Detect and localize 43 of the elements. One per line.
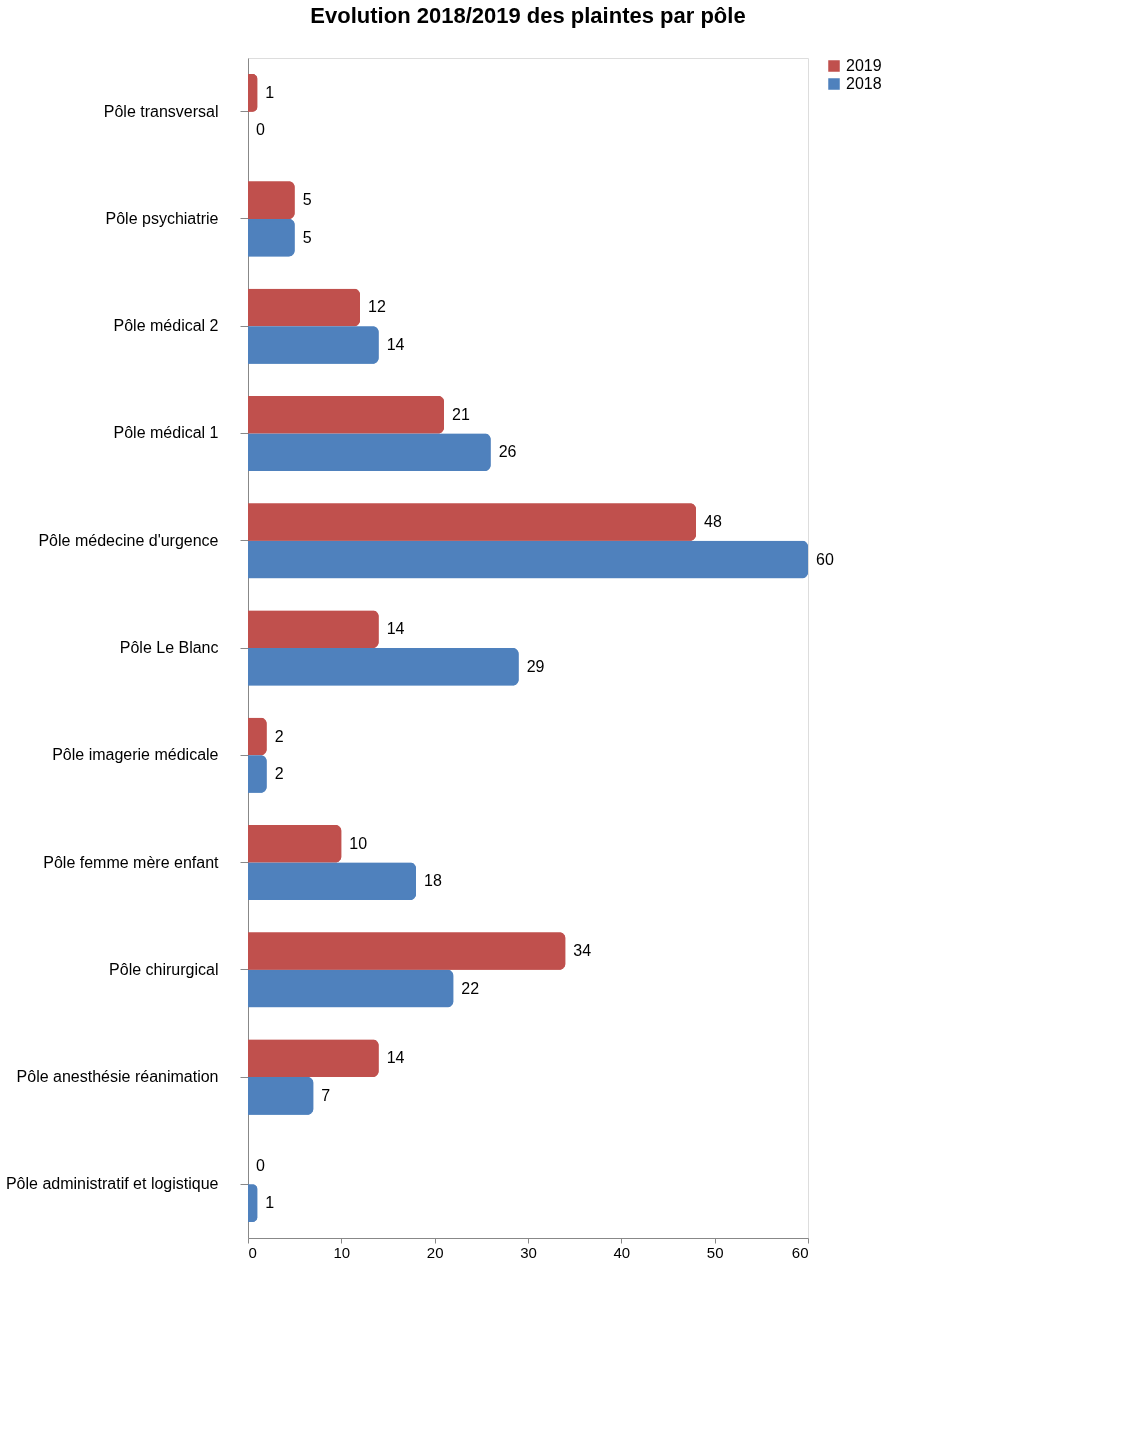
y-tick-label: Pôle anesthésie réanimation — [16, 1068, 219, 1086]
x-tick-label: 40 — [613, 1243, 631, 1261]
legend-label: 2018 — [846, 75, 882, 92]
y-tick-label: Pôle Le Blanc — [119, 639, 219, 656]
data-label: 60 — [816, 550, 834, 568]
data-label: 2 — [274, 765, 284, 783]
y-tick-label: Pôle transversal — [103, 102, 219, 120]
data-label: 48 — [704, 512, 722, 530]
x-tick-label: 50 — [706, 1243, 724, 1261]
data-label: 14 — [386, 620, 405, 638]
y-tick-label: Pôle médical 2 — [113, 317, 219, 335]
data-label: 29 — [526, 657, 545, 675]
data-label: 22 — [461, 979, 480, 997]
data-label: 5 — [302, 191, 312, 209]
y-tick-label: Pôle psychiatrie — [105, 209, 219, 227]
x-tick-label: 10 — [333, 1243, 351, 1261]
data-label: 0 — [256, 121, 265, 139]
data-label: 26 — [498, 443, 517, 461]
x-tick-label: 0 — [248, 1243, 257, 1261]
data-label: 2 — [274, 727, 284, 745]
y-tick-label: Pôle médical 1 — [113, 424, 219, 442]
y-tick-label: Pôle administratif et logistique — [5, 1175, 219, 1193]
data-label: 7 — [321, 1086, 331, 1104]
y-tick-label: Pôle médecine d'urgence — [38, 531, 219, 549]
data-label: 10 — [349, 834, 368, 852]
chart-title: Evolution 2018/2019 des plaintes par pôle — [310, 3, 746, 28]
data-label: 5 — [302, 228, 312, 246]
data-label: 0 — [256, 1156, 265, 1174]
y-tick-label: Pôle chirurgical — [109, 960, 219, 978]
data-label: 18 — [424, 872, 442, 890]
y-tick-label: Pôle femme mère enfant — [43, 853, 220, 871]
data-label: 1 — [265, 1194, 275, 1212]
x-tick-label: 30 — [520, 1243, 537, 1261]
data-label: 14 — [386, 335, 405, 353]
data-label: 34 — [573, 942, 592, 960]
data-label: 14 — [386, 1049, 405, 1067]
x-tick-label: 60 — [791, 1243, 809, 1261]
legend-label: 2019 — [846, 57, 882, 74]
data-label: 1 — [265, 83, 275, 101]
x-tick-label: 20 — [426, 1243, 444, 1261]
data-label: 12 — [368, 298, 386, 316]
data-label: 21 — [452, 405, 470, 423]
y-tick-label: Pôle imagerie médicale — [52, 746, 219, 764]
